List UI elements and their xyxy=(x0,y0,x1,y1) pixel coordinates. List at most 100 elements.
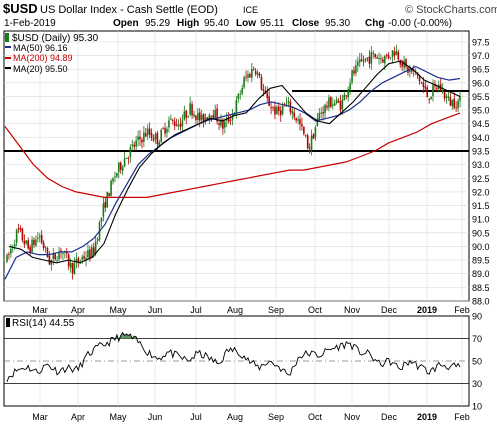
candle-body xyxy=(279,110,282,116)
candle xyxy=(62,252,64,260)
candle-body xyxy=(162,128,164,129)
price-tick-label: 88.0 xyxy=(472,297,490,307)
candle xyxy=(187,115,189,119)
candle-body xyxy=(73,263,76,275)
candle xyxy=(181,114,184,132)
candle-body xyxy=(304,135,307,137)
candle xyxy=(351,69,353,85)
candle-body xyxy=(13,244,16,247)
candle xyxy=(193,110,195,119)
candle-body xyxy=(387,55,390,58)
candle-body xyxy=(212,114,215,118)
candle-body xyxy=(181,120,184,127)
candle xyxy=(364,58,367,63)
candle xyxy=(33,237,35,248)
candle xyxy=(405,58,407,70)
candle-body xyxy=(6,254,8,262)
candle-body xyxy=(278,106,280,112)
candle xyxy=(23,234,26,249)
candle-body xyxy=(447,96,450,98)
low-value: 95.11 xyxy=(260,18,285,29)
candle-body xyxy=(71,263,74,274)
candle xyxy=(457,98,459,112)
candle xyxy=(27,237,30,250)
candle-body xyxy=(254,71,257,74)
candle xyxy=(328,94,330,112)
candle-body xyxy=(139,136,141,140)
candle xyxy=(31,236,33,254)
candle-body xyxy=(262,89,265,91)
candle-body xyxy=(48,255,51,265)
candle xyxy=(119,161,122,174)
candle xyxy=(135,135,137,151)
candle xyxy=(87,243,89,259)
candle xyxy=(447,90,450,101)
price-month-label: Jun xyxy=(148,305,163,315)
price-tick-label: 96.5 xyxy=(472,65,490,75)
price-tick-label: 90.0 xyxy=(472,242,490,252)
candle-body xyxy=(260,77,263,90)
candle xyxy=(123,151,126,168)
rsi-month-label: Nov xyxy=(344,412,361,422)
candle-body xyxy=(123,158,126,167)
candle xyxy=(137,130,139,147)
candle-body xyxy=(52,254,55,259)
candle xyxy=(216,104,218,125)
symbol: $USD xyxy=(3,1,38,16)
candle-body xyxy=(312,134,315,139)
candle-body xyxy=(35,239,37,246)
candle-body xyxy=(360,59,363,61)
candle xyxy=(19,225,22,233)
candle-body xyxy=(220,119,222,126)
price-tick-label: 93.0 xyxy=(472,160,490,170)
candle-body xyxy=(403,60,405,68)
candle-body xyxy=(227,116,230,122)
close-label: Close xyxy=(292,18,320,29)
candle xyxy=(29,244,31,256)
candle-body xyxy=(353,70,355,74)
candle-body xyxy=(459,96,461,101)
candle xyxy=(318,107,321,121)
candle-body xyxy=(335,99,338,104)
candle xyxy=(144,127,147,138)
candle xyxy=(274,101,276,120)
candle xyxy=(17,223,20,234)
candle-body xyxy=(245,76,247,78)
candle xyxy=(291,105,294,120)
candle xyxy=(102,197,105,222)
price-tick-label: 94.5 xyxy=(472,119,490,129)
ma20-line xyxy=(8,60,461,264)
candle-body xyxy=(414,70,417,72)
open-value: 95.29 xyxy=(145,18,170,29)
candle-body xyxy=(85,257,87,260)
candle xyxy=(270,101,272,115)
candle xyxy=(287,96,290,107)
candle-body xyxy=(160,129,163,142)
candle xyxy=(366,57,369,62)
candle-body xyxy=(426,87,429,98)
candle xyxy=(324,103,326,120)
rsi-month-label: Aug xyxy=(227,412,243,422)
candle-body xyxy=(23,240,26,245)
candle xyxy=(160,128,163,144)
candle-body xyxy=(216,108,218,122)
price-tick-label: 96.0 xyxy=(472,78,490,88)
candle xyxy=(146,124,149,141)
candle xyxy=(276,105,278,115)
rsi-month-label: Feb xyxy=(454,412,470,422)
candle-body xyxy=(310,135,313,151)
legend-ma50: MA(50) 96.16 xyxy=(13,43,68,53)
candle xyxy=(385,53,388,59)
candle-body xyxy=(116,172,118,177)
candle-body xyxy=(27,240,30,249)
candle-body xyxy=(314,127,317,138)
candle-body xyxy=(384,56,386,64)
candle-body xyxy=(330,97,332,107)
candle-body xyxy=(92,247,95,255)
candle-body xyxy=(324,104,326,114)
candle-body xyxy=(37,237,39,239)
candle-body xyxy=(247,74,249,78)
candle xyxy=(251,62,253,83)
candle-body xyxy=(191,104,193,116)
candle-body xyxy=(141,139,143,143)
